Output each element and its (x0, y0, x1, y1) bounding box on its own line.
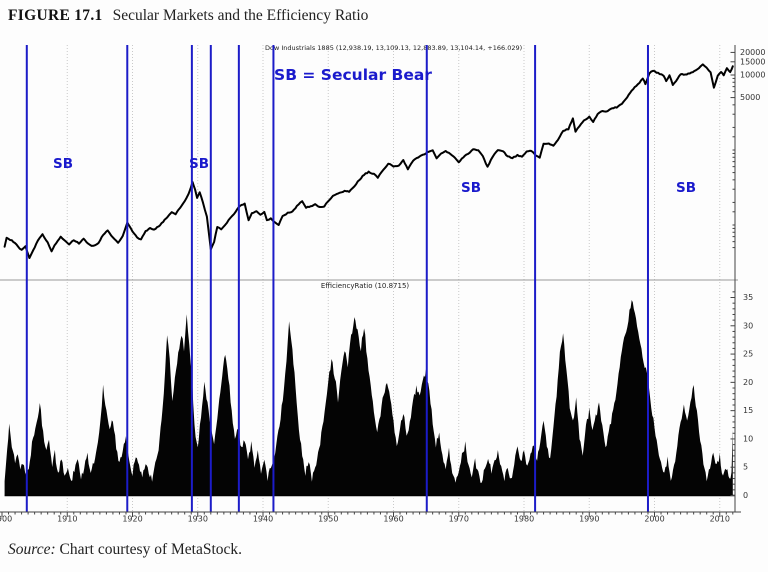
price-tick-label: 5000 (740, 93, 760, 102)
x-tick-label: 2010 (710, 515, 730, 524)
instrument-label: Dow Industrials 1885 (12,938.19, 13,109.… (265, 44, 522, 52)
sb-label: SB (676, 180, 696, 196)
ratio-tick-label: 25 (743, 350, 753, 359)
x-tick-label: 1940 (253, 515, 273, 524)
x-tick-label: 1990 (579, 515, 599, 524)
x-tick-label: 1930 (188, 515, 208, 524)
ratio-tick-label: 0 (743, 491, 748, 500)
ratio-pane-label: EfficiencyRatio (10.8715) (321, 282, 410, 290)
ratio-tick-label: 20 (743, 378, 753, 387)
x-tick-label: 2000 (644, 515, 664, 524)
ratio-tick-label: 5 (743, 463, 748, 472)
ratio-y-axis (730, 291, 735, 496)
source-text: Chart courtesy of MetaStock. (55, 541, 243, 558)
price-tick-label: 10000 (740, 71, 765, 80)
price-y-axis (730, 51, 735, 249)
price-tick-label: 20000 (740, 48, 765, 57)
ratio-tick-label: 30 (743, 321, 753, 330)
secular-bear-lines (25, 45, 649, 512)
sb-label: SB (461, 180, 481, 196)
sb-label: SB (189, 156, 209, 172)
x-axis (1, 512, 734, 517)
ratio-tick-label: 35 (743, 293, 753, 302)
figure-label: FIGURE 17.1 (8, 7, 103, 24)
figure-title: Secular Markets and the Efficiency Ratio (112, 7, 369, 24)
dow-price-line (3, 63, 734, 259)
efficiency-ratio-histogram (4, 300, 733, 496)
legend-note: SB = Secular Bear (274, 66, 432, 84)
source-prefix: Source: (8, 541, 56, 558)
ratio-tick-label: 15 (743, 406, 753, 415)
x-tick-label: 1960 (383, 515, 403, 524)
figure-caption: FIGURE 17.1 Secular Markets and the Effic… (8, 7, 368, 25)
x-tick-label: 1980 (514, 515, 534, 524)
x-tick-label: 1910 (57, 515, 77, 524)
x-tick-label: 1920 (122, 515, 142, 524)
x-tick-label: 1900 (0, 515, 12, 524)
x-tick-label: 1970 (449, 515, 469, 524)
price-tick-label: 15000 (740, 57, 765, 66)
ratio-tick-label: 10 (743, 434, 753, 443)
sb-label: SB (53, 156, 73, 172)
x-tick-label: 1950 (318, 515, 338, 524)
source-note: Source: Chart courtesy of MetaStock. (8, 541, 242, 559)
